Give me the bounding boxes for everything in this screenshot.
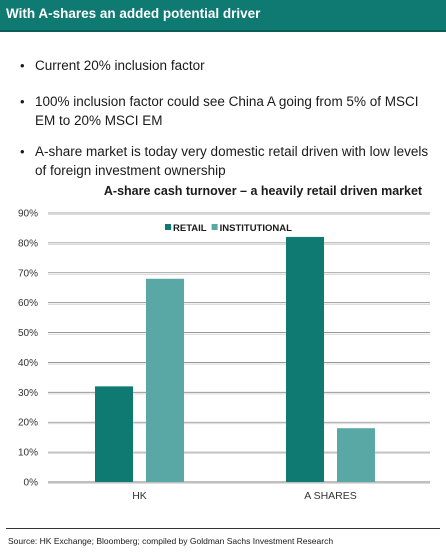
bullet-text: 100% inclusion factor could see China A …	[35, 94, 419, 128]
y-tick-label: 90%	[18, 209, 38, 220]
y-tick-label: 0%	[24, 478, 39, 489]
bullet-text: Current 20% inclusion factor	[35, 58, 205, 73]
bullet-dot-icon: •	[20, 58, 25, 73]
legend-label: INSTITUTIONAL	[220, 223, 292, 234]
bullet-dot-icon: •	[20, 94, 25, 109]
x-category-label: A SHARES	[304, 490, 357, 502]
legend-swatch	[211, 224, 218, 230]
y-tick-label: 80%	[18, 238, 38, 249]
y-tick-label: 20%	[18, 418, 38, 429]
source-note: Source: HK Exchange; Bloomberg; compiled…	[8, 536, 334, 546]
bullet-item: • A-share market is today very domestic …	[20, 142, 430, 180]
bar-retail-hk	[95, 386, 133, 482]
y-tick-label: 50%	[18, 328, 38, 339]
bar-chart: 0% 10% 20% 30% 40% 50% 60% 70% 80% 90% HK A SHARES R…	[18, 209, 430, 502]
x-category-label: HK	[132, 490, 147, 502]
y-tick-label: 40%	[18, 358, 38, 369]
bar-retail-a-shares	[286, 236, 324, 482]
slide-title: With A-shares an added potential driver	[6, 6, 261, 21]
y-tick-label: 10%	[18, 448, 38, 459]
bullet-dot-icon: •	[20, 144, 25, 159]
slide-header: With A-shares an added potential driver	[0, 0, 446, 32]
bullet-text: A-share market is today very domestic re…	[35, 144, 429, 178]
legend-swatch	[165, 224, 171, 230]
chart-title: A-share cash turnover – a heavily retail…	[103, 184, 423, 198]
bar-institutional-a-shares	[337, 428, 375, 482]
bullet-item: • 100% inclusion factor could see China …	[20, 92, 430, 130]
bullet-item: • Current 20% inclusion factor	[20, 56, 430, 75]
bar-institutional-hk	[146, 278, 184, 482]
y-tick-label: 30%	[18, 388, 38, 399]
y-tick-label: 70%	[18, 268, 38, 279]
y-tick-label: 60%	[18, 298, 38, 309]
footer-divider	[6, 528, 440, 529]
legend-label: RETAIL	[173, 223, 207, 234]
